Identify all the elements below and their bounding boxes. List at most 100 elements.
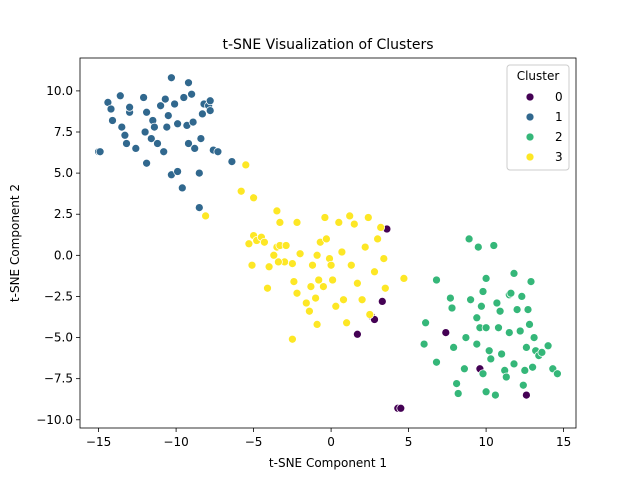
point-cluster-3-13 [269,250,279,260]
point-cluster-1-19 [153,139,162,148]
point-cluster-3-44 [357,295,367,305]
point-cluster-3-30 [320,213,330,222]
point-cluster-1-31 [179,93,189,102]
point-cluster-1-12 [139,93,148,102]
point-cluster-1-3 [106,104,116,114]
legend-label-3: 3 [555,150,563,164]
point-cluster-2-14 [472,313,482,323]
point-cluster-2-25 [489,241,499,250]
point-cluster-0-4 [353,329,362,339]
point-cluster-1-29 [173,119,182,129]
point-cluster-3-2 [236,186,246,196]
x-tick-label: 15 [556,435,571,449]
point-cluster-2-29 [495,306,505,316]
x-tick-label: 5 [405,435,413,449]
point-cluster-1-18 [150,122,159,132]
legend-marker-3 [525,152,535,162]
point-cluster-2-3 [432,357,441,367]
legend-items: 0 1 2 3 [525,90,563,164]
point-cluster-1-15 [142,107,151,117]
point-cluster-2-40 [517,292,527,301]
point-cluster-2-43 [522,343,531,352]
point-cluster-2-35 [506,288,516,298]
point-cluster-2-5 [447,303,457,313]
point-cluster-2-46 [528,362,537,372]
point-cluster-2-39 [515,326,525,336]
point-cluster-2-30 [497,349,506,359]
y-tick-label: 0.0 [54,248,73,262]
point-cluster-3-11 [260,237,269,247]
x-tick-label: 10 [478,435,493,449]
point-cluster-1-33 [184,78,193,88]
point-cluster-3-21 [301,298,311,308]
point-cluster-1-34 [184,139,193,148]
point-cluster-3-52 [380,283,390,293]
y-tick-label: −2.5 [44,289,73,303]
point-cluster-2-15 [473,242,483,252]
point-cluster-3-49 [373,234,382,244]
point-cluster-3-17 [281,241,291,250]
y-tick-label: −7.5 [44,372,73,386]
point-cluster-3-39 [342,318,351,328]
point-cluster-1-24 [163,111,173,120]
legend-marker-2 [525,132,535,142]
x-axis-ticks: −15 −10 −5 0 5 10 15 [86,428,571,449]
point-cluster-1-47 [213,147,223,157]
point-cluster-3-36 [334,218,344,227]
point-cluster-3-40 [345,211,355,221]
point-cluster-3-43 [353,278,362,288]
point-cluster-2-7 [452,379,461,388]
x-axis-label: t-SNE Component 1 [269,456,387,470]
point-cluster-2-4 [446,293,455,303]
point-cluster-0-3 [377,297,387,306]
point-cluster-3-35 [331,301,341,311]
point-cluster-3-27 [314,275,324,285]
point-cluster-1-13 [140,127,150,137]
point-cluster-3-42 [349,219,359,229]
point-cluster-1-8 [122,139,131,148]
point-cluster-1-28 [173,167,182,176]
point-cluster-3-50 [376,223,386,232]
point-cluster-3-5 [275,218,285,227]
point-cluster-3-26 [312,250,322,260]
point-cluster-3-59 [274,257,283,267]
point-cluster-3-51 [379,254,389,263]
point-cluster-2-21 [481,387,491,397]
point-cluster-2-27 [492,298,502,308]
point-cluster-1-30 [177,183,187,193]
y-axis-label: t-SNE Component 2 [8,184,22,302]
point-cluster-2-9 [460,364,469,374]
legend-label-0: 0 [555,90,563,104]
y-tick-label: 7.5 [54,125,73,139]
point-cluster-2-12 [466,295,475,305]
point-cluster-3-3 [201,211,210,221]
point-cluster-2-32 [501,372,511,382]
point-cluster-2-38 [512,305,522,314]
legend: Cluster 0 1 2 3 [506,64,570,171]
y-axis-ticks: −10.0 −7.5 −5.0 −2.5 0.0 2.5 5.0 7.5 10.0 [36,84,80,427]
point-cluster-3-22 [305,306,314,316]
point-cluster-0-5 [441,328,451,337]
point-cluster-3-34 [328,275,337,285]
y-tick-label: −10.0 [36,413,73,427]
point-cluster-3-31 [322,234,331,244]
point-cluster-2-17 [477,301,486,311]
point-cluster-2-47 [529,333,539,342]
legend-label-2: 2 [555,130,563,144]
point-cluster-2-28 [494,323,503,333]
point-cluster-2-23 [484,346,494,356]
point-cluster-0-9 [396,403,406,413]
point-cluster-3-48 [370,267,379,277]
point-cluster-1-1 [95,147,105,157]
point-cluster-1-4 [108,116,117,125]
point-cluster-2-24 [486,354,496,364]
point-cluster-1-10 [125,102,134,112]
point-cluster-2-0 [419,339,429,349]
y-tick-label: −5.0 [44,331,73,345]
point-cluster-2-36 [509,269,519,278]
x-tick-label: −15 [86,435,111,449]
legend-box [506,64,570,171]
point-cluster-3-54 [263,283,272,293]
point-cluster-2-53 [553,369,562,379]
point-cluster-3-38 [339,295,348,305]
